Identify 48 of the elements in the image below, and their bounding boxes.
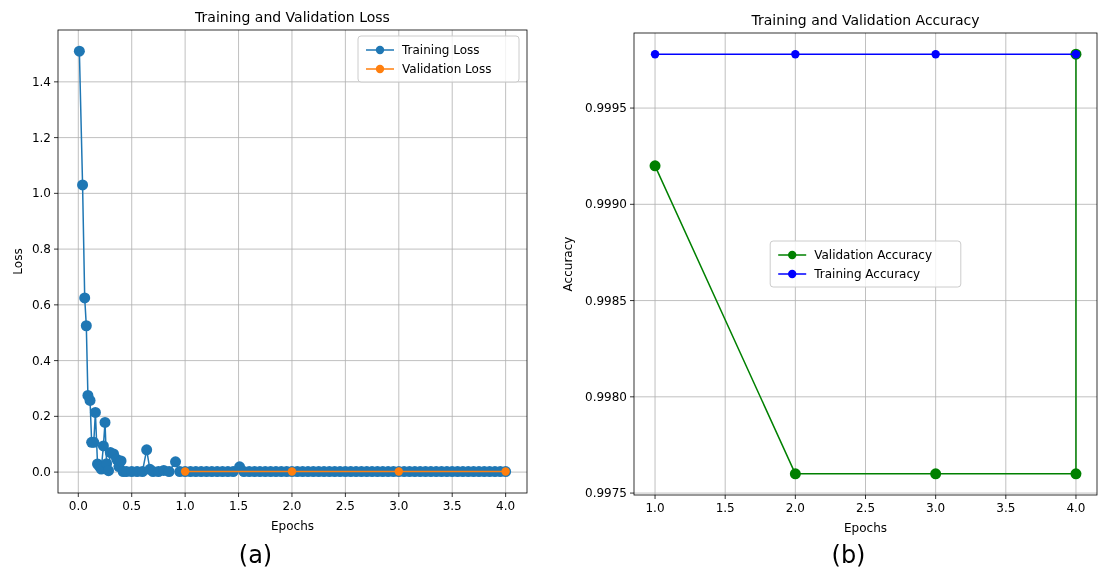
text: (b) — [831, 541, 866, 569]
chart-title: Training and Validation Loss — [194, 9, 390, 25]
y-tick-label: 0.9990 — [585, 197, 627, 212]
x-tick-label: 0.5 — [122, 499, 142, 513]
y-tick-label: 1.4 — [31, 74, 51, 89]
x-axis-title: Epochs — [271, 519, 314, 533]
y-tick-label: 0.4 — [31, 353, 51, 368]
y-tick-label: 1.0 — [31, 186, 51, 201]
y-tick-label: 0.9975 — [585, 486, 627, 501]
text: (a) — [238, 541, 273, 569]
y-tick-label: 1.2 — [31, 130, 51, 145]
point — [930, 468, 942, 480]
y-axis-title: Accuracy — [561, 236, 575, 292]
legend-label: Validation Accuracy — [814, 248, 933, 262]
x-tick-label: 4.0 — [496, 499, 516, 513]
y-tick-label: 0.9980 — [585, 389, 627, 404]
x-tick-label: 1.0 — [175, 499, 195, 513]
x-tick-label: 1.5 — [229, 499, 249, 513]
x-tick-label: 1.0 — [645, 501, 665, 515]
x-tick-label: 2.0 — [785, 501, 805, 515]
legend-label: Validation Loss — [402, 62, 492, 76]
x-tick-label: 0.0 — [68, 499, 88, 513]
y-tick-label: 0.2 — [31, 409, 51, 424]
y-tick-label: 0.6 — [31, 297, 51, 312]
y-tick-label: 0.8 — [31, 242, 51, 257]
y-tick-label: 0.9985 — [585, 293, 627, 308]
y-tick-label: 0.0 — [31, 465, 51, 480]
x-tick-label: 4.0 — [1066, 501, 1086, 515]
x-tick-label: 2.5 — [855, 501, 876, 515]
x-tick-label: 3.5 — [442, 499, 462, 513]
y-axis-title: Loss — [11, 248, 25, 275]
x-axis-title: Epochs — [844, 521, 887, 535]
point — [789, 468, 801, 480]
point — [649, 160, 661, 172]
legend-label: Training Accuracy — [813, 267, 921, 281]
point — [1070, 468, 1082, 480]
point — [650, 49, 660, 59]
legend-label: Training Loss — [401, 43, 480, 57]
x-tick-label: 2.5 — [335, 499, 355, 513]
y-tick-label: 0.9995 — [585, 101, 627, 116]
x-tick-label: 2.0 — [282, 499, 302, 513]
x-tick-label: 1.5 — [715, 501, 735, 515]
x-tick-label: 3.0 — [389, 499, 409, 513]
point — [791, 49, 800, 59]
x-tick-label: 3.0 — [926, 501, 946, 515]
chart-title: Training and Validation Accuracy — [750, 12, 980, 28]
point — [931, 49, 940, 59]
x-tick-label: 3.5 — [996, 501, 1016, 515]
